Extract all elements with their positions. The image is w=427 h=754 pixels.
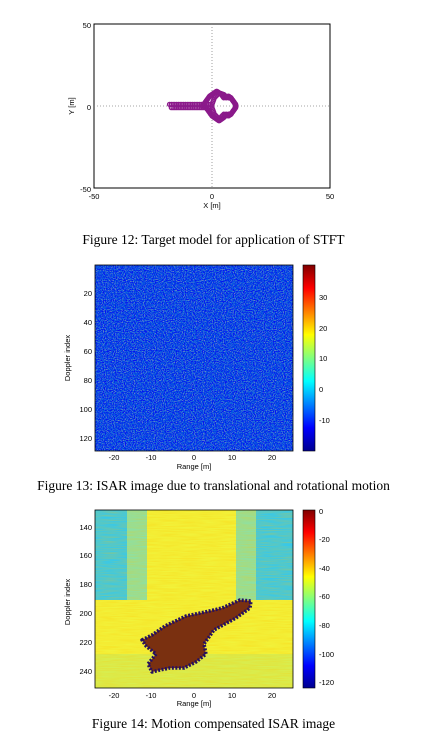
colorbar-tick-label: -120 xyxy=(319,678,334,687)
x-axis-label: Range [m] xyxy=(177,462,212,471)
plot-frame xyxy=(94,264,294,452)
x-axis-label: Range [m] xyxy=(177,699,212,708)
x-tick-label: -20 xyxy=(109,691,120,700)
y-tick-label: 50 xyxy=(83,21,91,30)
x-tick-label: 0 xyxy=(192,691,196,700)
target-point xyxy=(170,104,176,111)
colorbar-tick-label: 30 xyxy=(319,293,327,302)
colorbar-tick-label: -20 xyxy=(319,535,330,544)
colorbar-tick-label: 0 xyxy=(319,507,323,516)
x-tick-label: -10 xyxy=(146,691,157,700)
x-tick-label: 10 xyxy=(228,691,236,700)
figure-14-caption: Figure 14: Motion compensated ISAR image xyxy=(91,716,336,731)
y-tick-label: 40 xyxy=(84,318,92,327)
figure-14-plot: 140 160 180 200 220 240 -20 -10 0 10 20 … xyxy=(63,507,334,708)
colorbar-tick-label: 20 xyxy=(319,324,327,333)
y-tick-label: 240 xyxy=(79,667,92,676)
plot-frame xyxy=(94,509,294,689)
noise-heatmap xyxy=(95,265,293,451)
x-tick-label: 20 xyxy=(268,453,276,462)
y-tick-label: 200 xyxy=(79,609,92,618)
x-tick-label: 0 xyxy=(192,453,196,462)
y-axis-label: Doppler index xyxy=(63,579,72,626)
x-tick-label: -10 xyxy=(146,453,157,462)
colorbar-tick-label: -80 xyxy=(319,621,330,630)
target-points xyxy=(166,88,239,124)
y-tick-label: -50 xyxy=(80,185,91,194)
x-tick-label: -50 xyxy=(89,192,100,201)
colorbar xyxy=(302,509,316,689)
x-tick-label: 10 xyxy=(228,453,236,462)
colorbar-tick-label: -60 xyxy=(319,592,330,601)
target-point xyxy=(168,104,174,111)
y-axis-label: Doppler index xyxy=(63,335,72,382)
colorbar-tick-label: -10 xyxy=(319,416,330,425)
y-tick-label: 0 xyxy=(87,103,91,112)
colorbar-tick-label: 0 xyxy=(319,385,323,394)
y-axis-label: Y [m] xyxy=(67,97,76,114)
x-axis-label: X [m] xyxy=(203,201,221,210)
figure-13-caption: Figure 13: ISAR image due to translation… xyxy=(37,478,390,493)
figure-13-plot: 20 40 60 80 100 120 -20 -10 0 10 20 Rang… xyxy=(63,264,330,471)
colorbar-tick-label: -40 xyxy=(319,564,330,573)
x-tick-label: 50 xyxy=(326,192,334,201)
colorbar xyxy=(302,264,316,452)
colorbar-tick-label: -100 xyxy=(319,650,334,659)
aircraft-silhouette xyxy=(140,598,253,674)
y-tick-label: 60 xyxy=(84,347,92,356)
y-tick-label: 160 xyxy=(79,551,92,560)
y-tick-label: 120 xyxy=(79,434,92,443)
figure-12-plot: 50 0 -50 -50 0 50 X [m] Y [m] xyxy=(67,21,334,210)
x-tick-label: -20 xyxy=(109,453,120,462)
y-tick-label: 100 xyxy=(79,405,92,414)
y-tick-label: 140 xyxy=(79,523,92,532)
figure-12-caption: Figure 12: Target model for application … xyxy=(82,232,345,247)
y-tick-label: 220 xyxy=(79,638,92,647)
y-tick-label: 20 xyxy=(84,289,92,298)
y-tick-label: 180 xyxy=(79,580,92,589)
colorbar-tick-label: 10 xyxy=(319,354,327,363)
x-tick-label: 0 xyxy=(210,192,214,201)
x-tick-label: 20 xyxy=(268,691,276,700)
y-tick-label: 80 xyxy=(84,376,92,385)
